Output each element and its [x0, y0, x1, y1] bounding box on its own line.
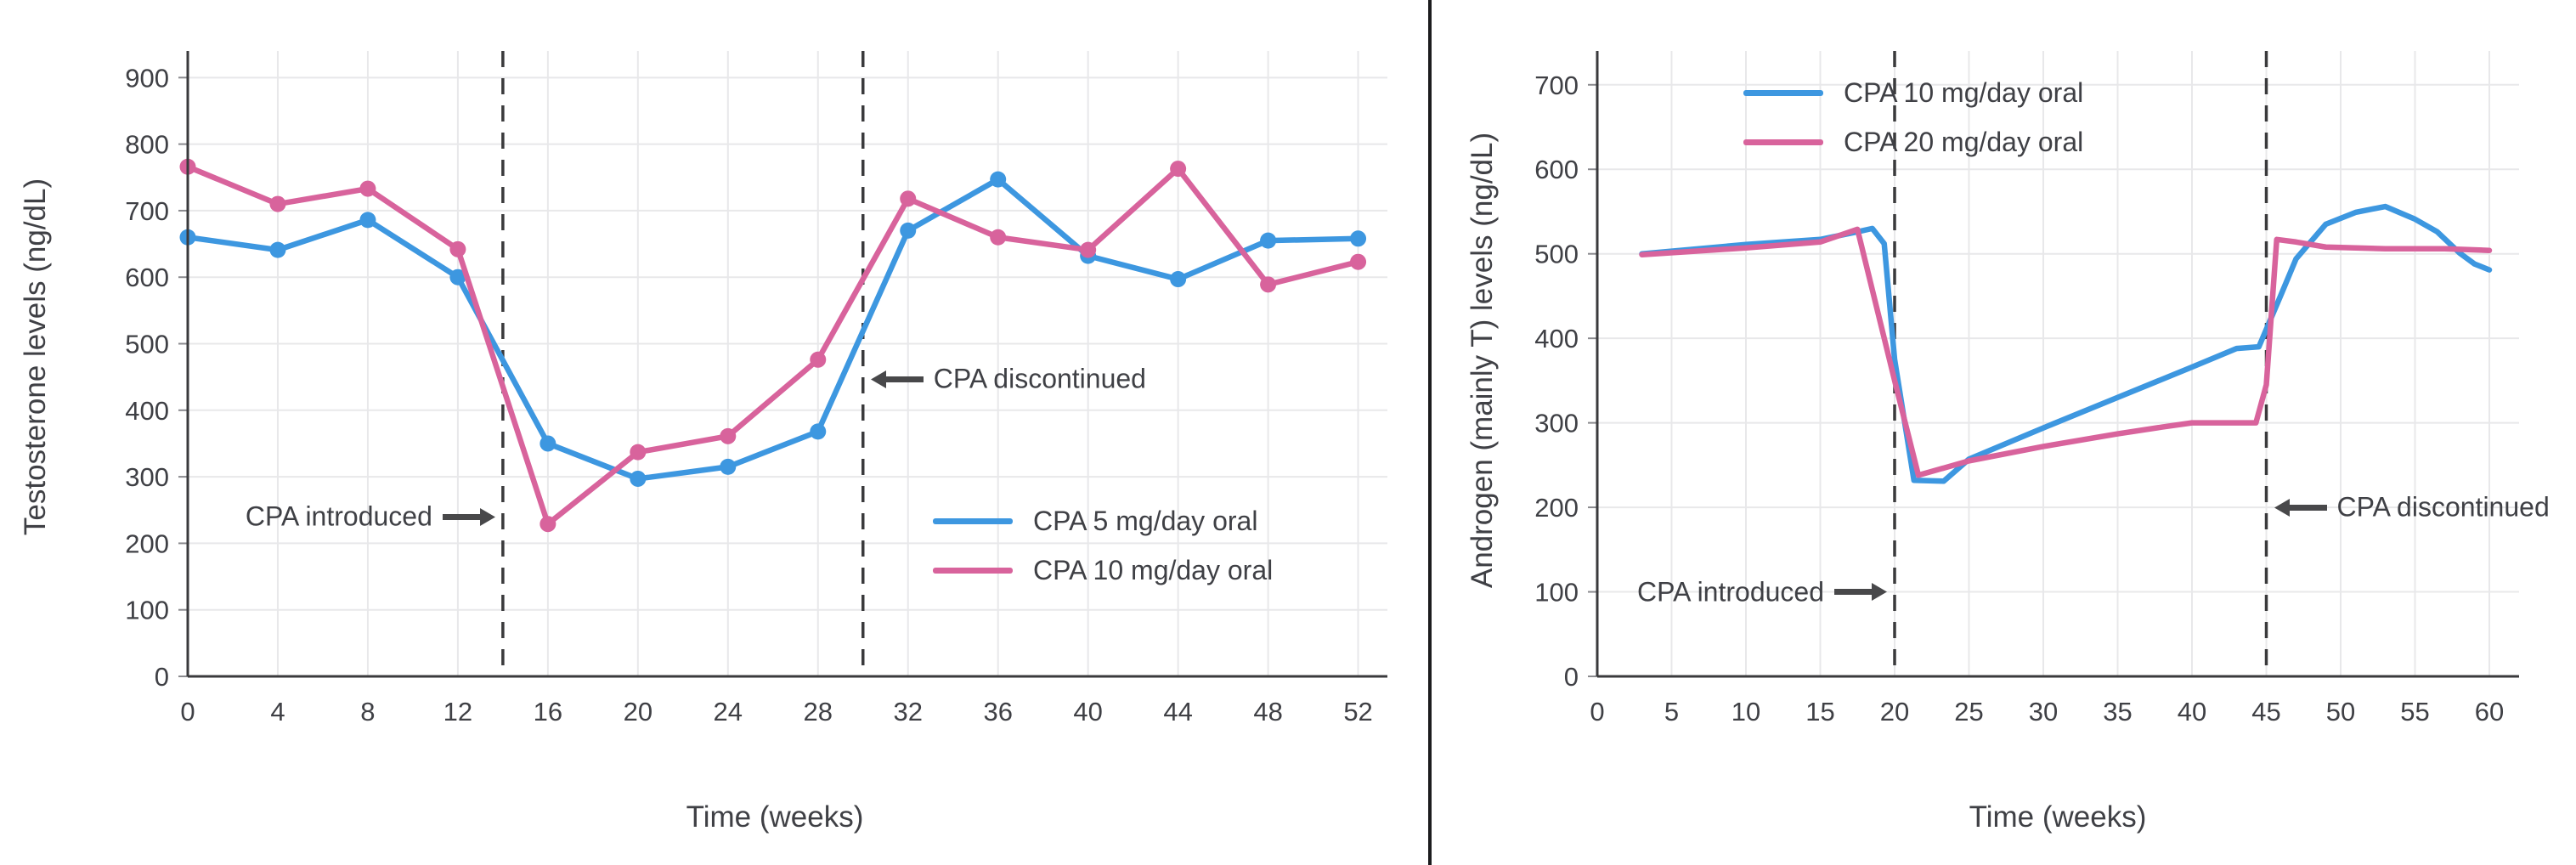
legend-label: CPA 20 mg/day oral: [1844, 126, 2084, 157]
svg-text:0: 0: [1590, 697, 1604, 726]
legend-swatch-line-icon: [1743, 139, 1823, 145]
legend-swatch-line-dot-icon: [933, 517, 1013, 524]
svg-text:0: 0: [180, 697, 195, 726]
svg-text:500: 500: [1534, 240, 1579, 269]
right-arrow-icon: [1834, 583, 1887, 602]
svg-text:200: 200: [125, 529, 169, 558]
svg-text:20: 20: [1880, 697, 1909, 726]
svg-text:200: 200: [1534, 493, 1579, 523]
svg-text:12: 12: [443, 697, 472, 726]
svg-text:20: 20: [624, 697, 652, 726]
left-arrow-icon: [2274, 498, 2327, 517]
svg-text:5: 5: [1664, 697, 1679, 726]
svg-text:50: 50: [2326, 697, 2355, 726]
svg-text:24: 24: [714, 697, 743, 726]
svg-text:600: 600: [1534, 155, 1579, 184]
svg-text:45: 45: [2251, 697, 2280, 726]
annotation-label: CPA discontinued: [2336, 491, 2550, 523]
legend-item: CPA 10 mg/day oral: [933, 546, 1273, 595]
svg-text:36: 36: [983, 697, 1012, 726]
left-chart-legend: CPA 5 mg/day oral CPA 10 mg/day oral: [933, 496, 1273, 595]
legend-item: CPA 20 mg/day oral: [1743, 117, 2083, 167]
svg-text:60: 60: [2475, 697, 2504, 726]
svg-text:0: 0: [155, 662, 169, 692]
annotation-cpa-introduced: CPA introduced: [1637, 576, 1887, 608]
svg-text:48: 48: [1253, 697, 1282, 726]
left-x-axis-title: Time (weeks): [686, 800, 864, 834]
svg-text:400: 400: [125, 396, 169, 426]
svg-text:52: 52: [1343, 697, 1372, 726]
left-arrow-icon: [870, 370, 924, 388]
panel-divider: [1428, 0, 1432, 865]
svg-text:10: 10: [1731, 697, 1760, 726]
svg-text:16: 16: [534, 697, 562, 726]
svg-text:500: 500: [125, 330, 169, 359]
annotation-label: CPA introduced: [1637, 576, 1824, 608]
svg-text:700: 700: [125, 196, 169, 226]
svg-text:300: 300: [125, 462, 169, 492]
legend-label: CPA 10 mg/day oral: [1033, 554, 1274, 585]
legend-label: CPA 10 mg/day oral: [1844, 76, 2084, 108]
annotation-label: CPA introduced: [245, 500, 432, 532]
right-x-axis-title: Time (weeks): [1969, 800, 2147, 834]
left-y-axis-title: Testosterone levels (ng/dL): [19, 178, 52, 536]
svg-text:25: 25: [1954, 697, 1983, 726]
svg-text:800: 800: [125, 130, 169, 160]
legend-label: CPA 5 mg/day oral: [1033, 505, 1258, 536]
svg-text:900: 900: [125, 63, 169, 93]
legend-item: CPA 10 mg/day oral: [1743, 68, 2083, 117]
svg-text:32: 32: [893, 697, 922, 726]
svg-text:8: 8: [360, 697, 375, 726]
svg-text:28: 28: [804, 697, 833, 726]
svg-text:4: 4: [270, 697, 285, 726]
annotation-cpa-discontinued: CPA discontinued: [2274, 492, 2550, 523]
right-y-axis-title: Androgen (mainly T) levels (ng/dL): [1466, 132, 1499, 589]
annotation-label: CPA discontinued: [933, 363, 1146, 394]
svg-text:400: 400: [1534, 324, 1579, 353]
svg-text:35: 35: [2103, 697, 2132, 726]
right-chart-legend: CPA 10 mg/day oral CPA 20 mg/day oral: [1743, 68, 2083, 167]
legend-swatch-line-icon: [1743, 89, 1823, 96]
svg-text:44: 44: [1163, 697, 1192, 726]
svg-text:15: 15: [1805, 697, 1834, 726]
svg-text:55: 55: [2400, 697, 2429, 726]
svg-text:40: 40: [1073, 697, 1102, 726]
svg-text:30: 30: [2029, 697, 2058, 726]
svg-text:100: 100: [125, 596, 169, 625]
legend-item: CPA 5 mg/day oral: [933, 496, 1273, 546]
svg-text:0: 0: [1564, 662, 1579, 692]
annotation-cpa-introduced: CPA introduced: [246, 501, 495, 533]
legend-swatch-line-dot-icon: [933, 567, 1013, 574]
svg-text:40: 40: [2178, 697, 2206, 726]
svg-text:700: 700: [1534, 71, 1579, 100]
annotation-cpa-discontinued: CPA discontinued: [870, 363, 1146, 395]
right-arrow-icon: [442, 507, 495, 526]
svg-text:100: 100: [1534, 578, 1579, 608]
svg-text:600: 600: [125, 263, 169, 292]
svg-text:300: 300: [1534, 409, 1579, 438]
